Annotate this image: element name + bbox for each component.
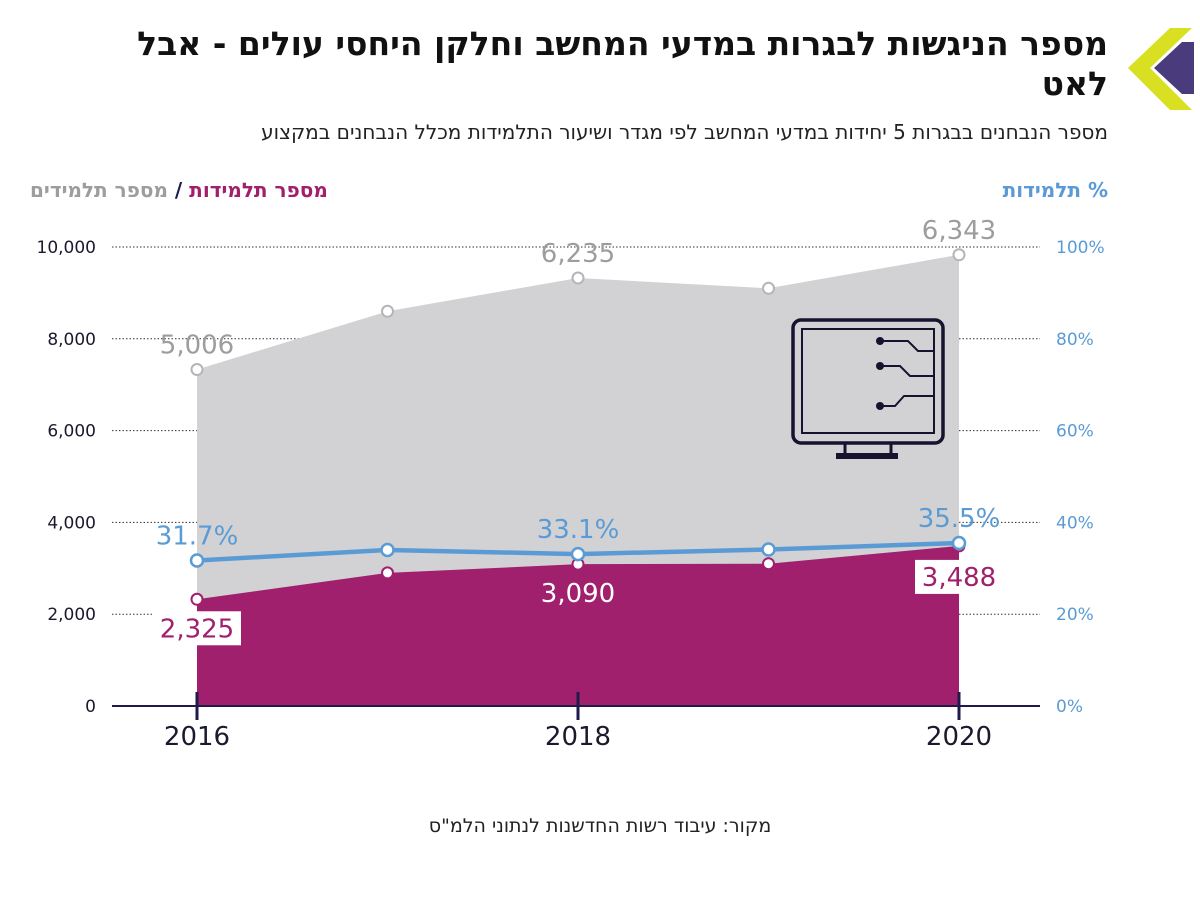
female-data-label: 3,090 (541, 579, 615, 609)
legend-students: מספר תלמידות / מספר תלמידים (30, 178, 328, 202)
page-title: מספר הניגשות לבגרות במדעי המחשב וחלקן הי… (137, 24, 1108, 103)
x-tick-label: 2020 (926, 722, 992, 752)
percent-point (761, 542, 776, 557)
x-tick-label: 2018 (545, 722, 611, 752)
y-right-tick-label: 60% (1056, 422, 1094, 442)
monitor-screen (801, 328, 935, 434)
y-right-tick-label: 40% (1056, 513, 1094, 533)
y-right-tick-label: 20% (1056, 605, 1094, 625)
y-left-tick-label: 0 (85, 697, 96, 717)
male-data-label: 6,343 (922, 216, 996, 246)
y-left-tick-label: 10,000 (37, 238, 96, 258)
female-area (197, 545, 959, 706)
male-data-label: 6,235 (541, 239, 615, 269)
page-subtitle: מספר הנבחנים בבגרות 5 יחידות במדעי המחשב… (261, 120, 1108, 144)
female-data-label: 3,488 (922, 563, 996, 593)
monitor-frame (791, 318, 945, 445)
circuit-trace (880, 395, 934, 407)
percent-data-label: 33.1% (537, 515, 620, 545)
percent-point (189, 553, 205, 568)
y-left-tick-label: 4,000 (47, 513, 96, 533)
percent-point (380, 542, 395, 558)
circuit-node (876, 337, 884, 345)
circuit-node (876, 362, 884, 370)
percent-point (951, 535, 967, 551)
male-point (381, 304, 394, 318)
female-point (762, 557, 775, 571)
logo-icon (1128, 28, 1194, 110)
female-label-box (153, 611, 241, 646)
logo-yellow-shape (1128, 28, 1192, 110)
percent-point (570, 546, 586, 562)
circuit-node (876, 402, 884, 410)
male-point (571, 271, 585, 285)
logo-purple-shape (1154, 42, 1194, 94)
circuit-trace (880, 365, 934, 377)
y-right-tick-label: 80% (1056, 330, 1094, 350)
y-left-tick-label: 8,000 (47, 330, 96, 350)
y-right-tick-label: 100% (1056, 238, 1105, 258)
y-left-tick-label: 2,000 (47, 605, 96, 625)
computer-circuit-icon (791, 318, 945, 459)
legend-percent-label: % תלמידות (1002, 178, 1108, 202)
male-point (762, 281, 775, 295)
legend-male-label: מספר תלמידים (30, 178, 168, 202)
y-right-tick-label: 0% (1056, 697, 1083, 717)
y-left-tick-label: 6,000 (47, 422, 96, 442)
male-data-label: 5,006 (160, 331, 234, 361)
female-point (190, 592, 204, 606)
male-point (952, 248, 966, 262)
legend-female-label: מספר תלמידות (189, 178, 328, 202)
female-label-box (915, 559, 1003, 594)
female-point (381, 566, 394, 580)
x-tick-label: 2016 (164, 722, 230, 752)
male-point (190, 363, 204, 377)
source-note: מקור: עיבוד רשות החדשנות לנתוני הלמ"ס (428, 815, 772, 837)
chart: 2016 2018 2020 0 2,000 4,000 6,000 8,000 10,000 0… (37, 216, 1105, 752)
monitor-base (836, 453, 898, 459)
percent-data-label: 35.5% (918, 504, 1001, 534)
female-data-label: 2,325 (160, 614, 234, 644)
legend-separator: / (174, 178, 183, 202)
circuit-trace (880, 340, 934, 352)
percent-data-label: 31.7% (156, 521, 239, 551)
